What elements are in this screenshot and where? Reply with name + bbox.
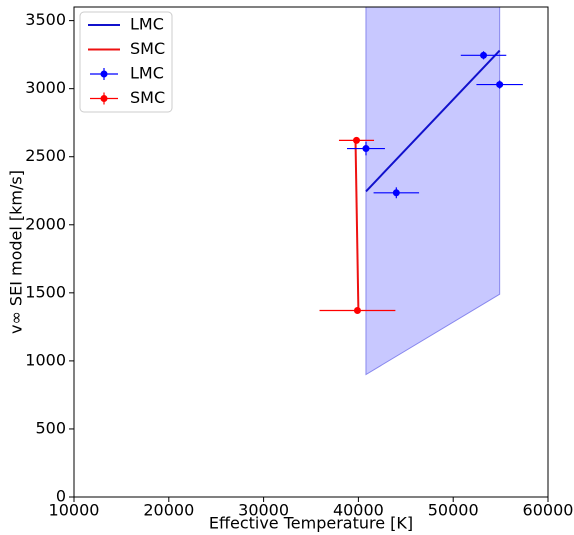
legend-label: SMC <box>130 39 165 58</box>
y-tick-label: 3000 <box>25 78 66 97</box>
point <box>362 145 370 153</box>
legend-box <box>79 11 173 113</box>
y-tick-label: 3500 <box>25 10 66 29</box>
legend-label: SMC <box>130 88 165 107</box>
point <box>353 307 361 315</box>
x-tick-label: 10000 <box>49 501 100 520</box>
y-tick-label: 0 <box>56 487 66 506</box>
x-tick-label: 20000 <box>143 501 194 520</box>
point <box>496 81 504 89</box>
point <box>480 51 488 59</box>
point <box>353 136 361 144</box>
plot-area <box>319 7 523 376</box>
y-tick-label: 1000 <box>25 350 66 369</box>
shaded-band <box>365 7 501 376</box>
legend-label: LMC <box>130 15 164 34</box>
line <box>365 49 501 193</box>
x-tick-label: 30000 <box>238 501 289 520</box>
legend-marker <box>100 95 108 102</box>
x-tick-label: 50000 <box>428 501 479 520</box>
x-tick-label: 40000 <box>333 501 384 520</box>
y-tick-label: 2500 <box>25 146 66 165</box>
y-tick-label: 1500 <box>25 282 66 301</box>
legend-marker <box>100 70 108 78</box>
axes-frame <box>73 6 549 498</box>
legend-label: LMC <box>130 64 164 83</box>
point <box>392 189 400 197</box>
line <box>354 143 360 311</box>
y-axis-label: v∞ SEI model [km/s] <box>7 170 26 334</box>
x-axis-label: Effective Temperature [K] <box>209 514 413 533</box>
x-tick-label: 60000 <box>523 501 574 520</box>
y-tick-label: 500 <box>35 418 66 437</box>
y-tick-label: 2000 <box>25 214 66 233</box>
